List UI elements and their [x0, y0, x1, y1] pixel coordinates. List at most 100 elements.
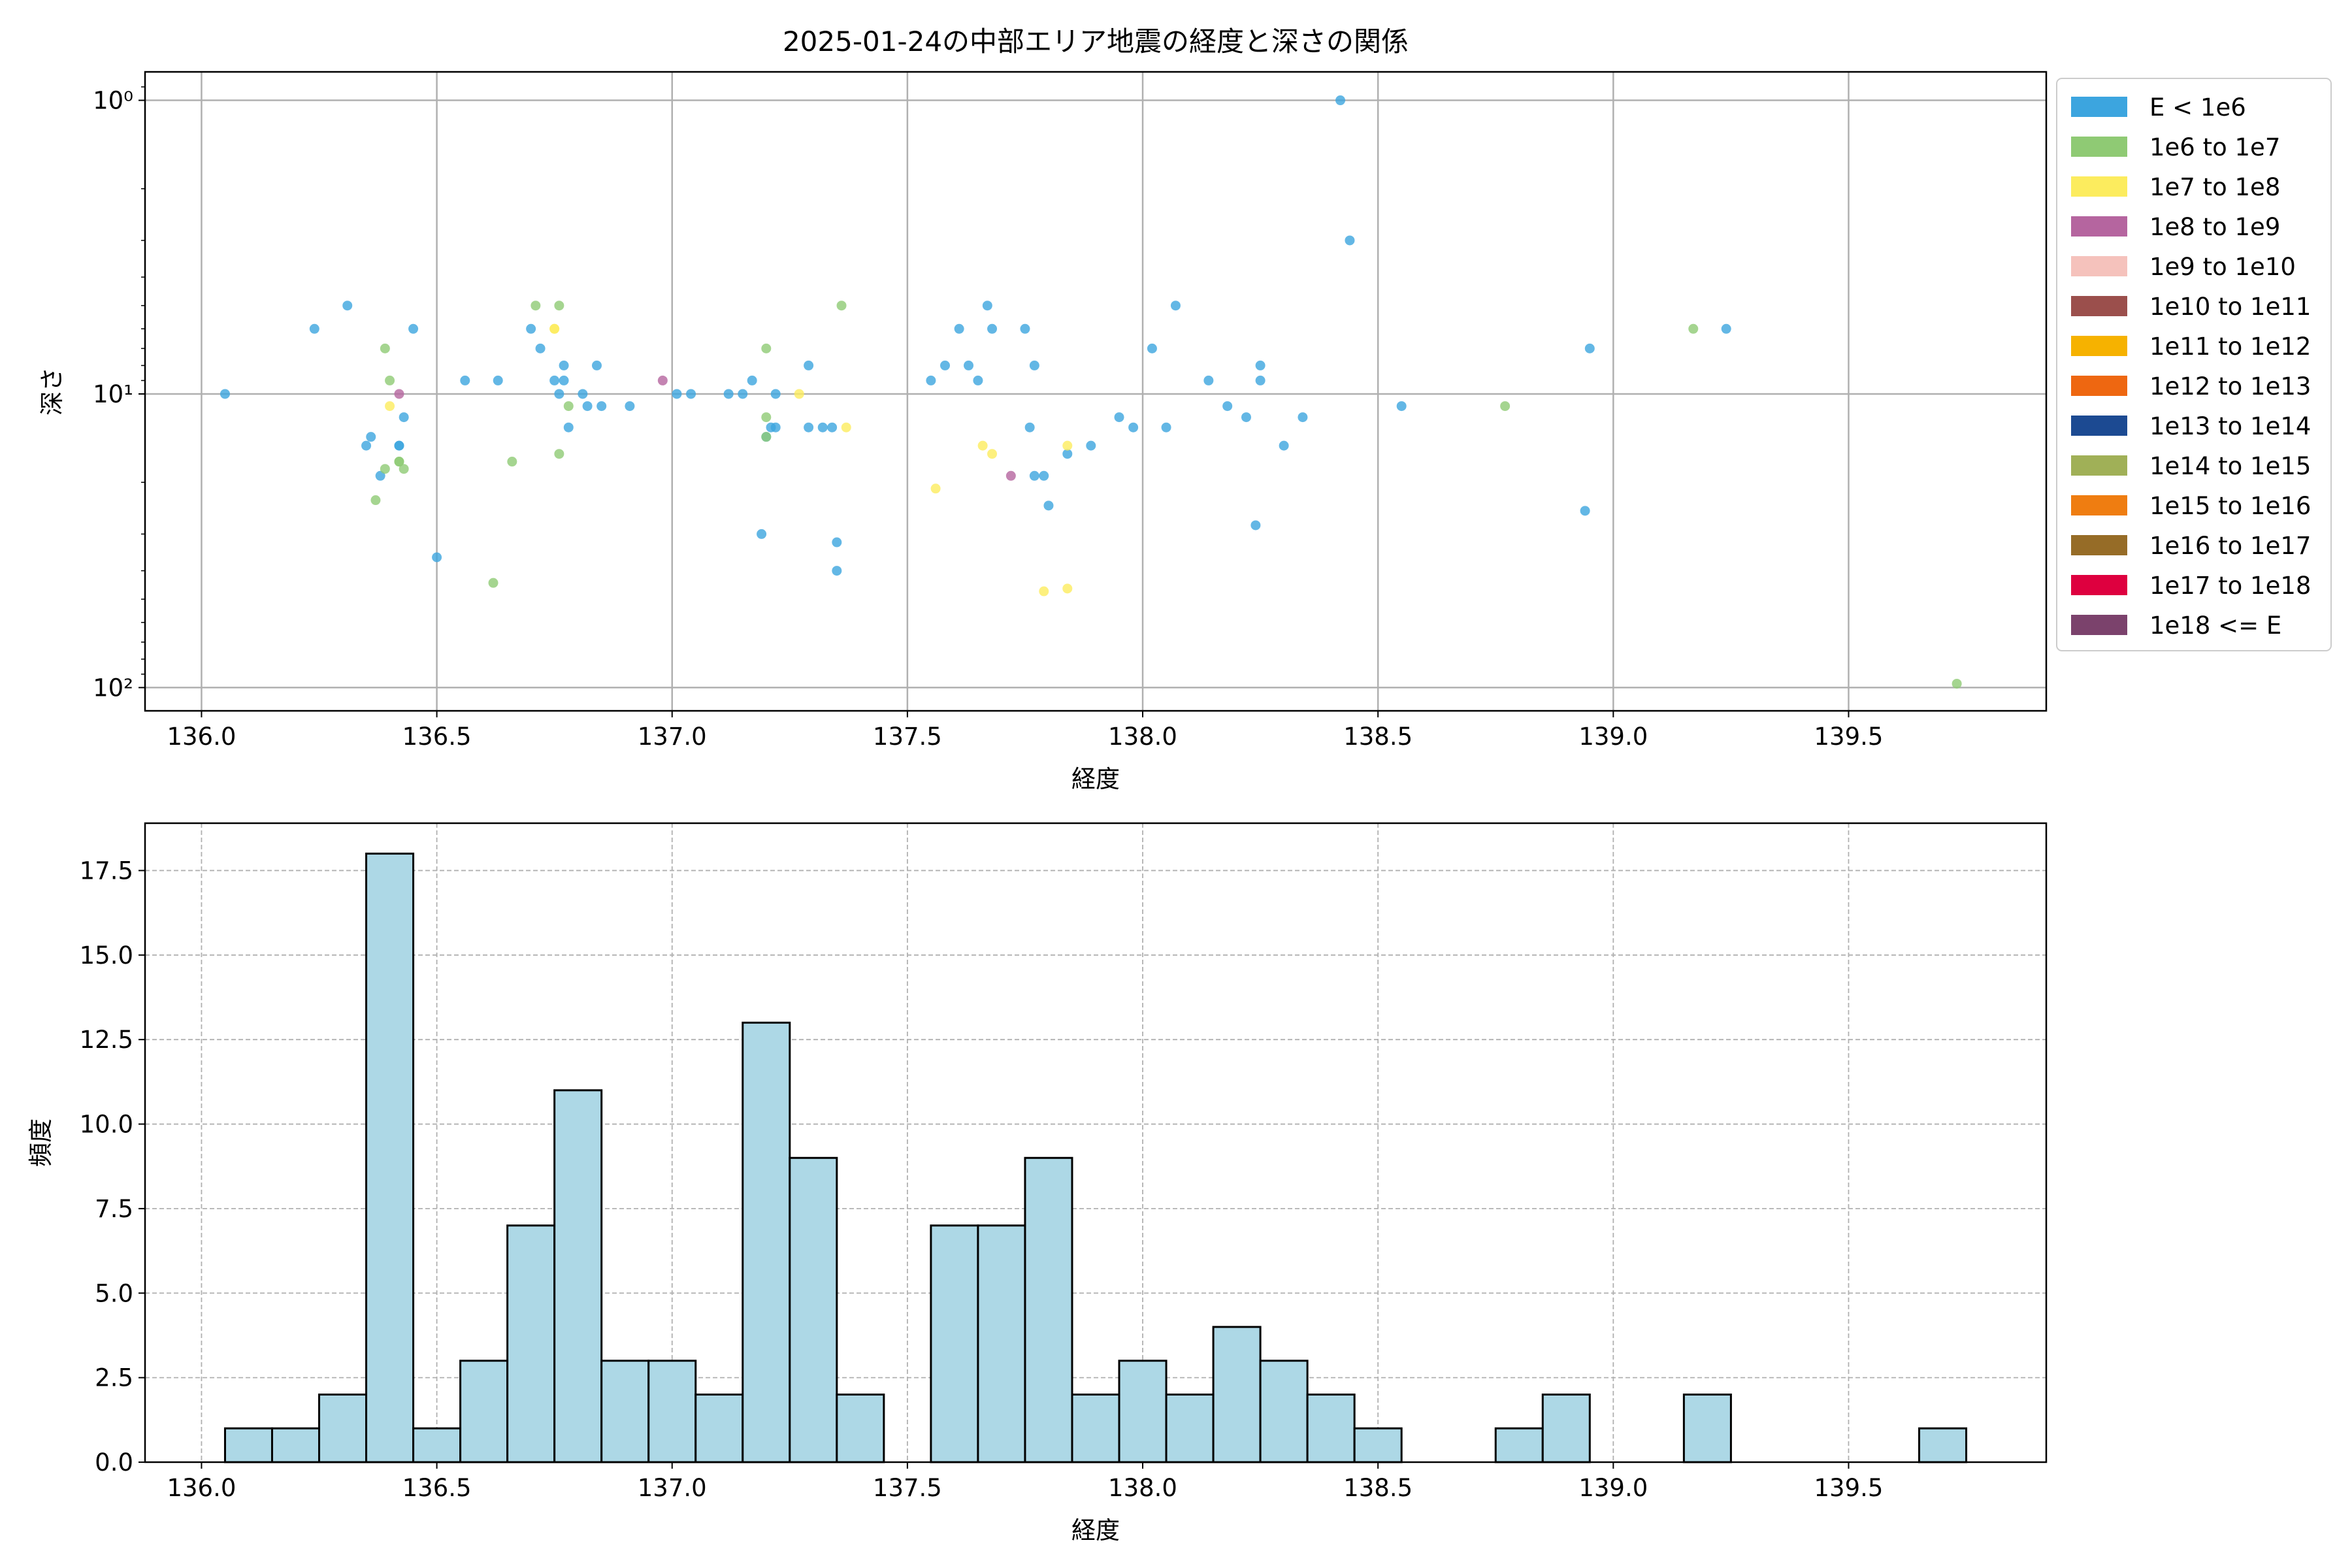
scatter-point [1584, 343, 1595, 353]
histogram-x-ticks: 136.0 136.5 137.0 137.5 138.0 138.5 139.0 139.5 [167, 1462, 1883, 1502]
scatter-point [804, 360, 814, 370]
histogram-bar [1024, 1156, 1073, 1463]
scatter-point [385, 401, 395, 412]
legend-label: 1e15 to 1e16 [2149, 492, 2311, 520]
scatter-point [385, 375, 395, 385]
scatter-point [770, 422, 781, 433]
scatter-point [1062, 449, 1073, 459]
scatter-point [1086, 440, 1096, 451]
scatter-point [761, 412, 772, 423]
scatter-grid [145, 72, 2046, 711]
legend-label: 1e6 to 1e7 [2149, 133, 2280, 161]
legend: E < 1e6 1e6 to 1e7 1e7 to 1e8 1e8 to 1e9 1e9… [2056, 78, 2332, 651]
scatter-point [982, 301, 992, 311]
scatter-point [578, 389, 588, 399]
histogram-bar [506, 1224, 556, 1463]
legend-label: 1e18 <= E [2149, 612, 2281, 640]
scatter-point [1279, 440, 1289, 451]
legend-swatch [2071, 535, 2127, 555]
scatter-point [770, 389, 781, 399]
legend-label: 1e10 to 1e11 [2149, 293, 2311, 321]
scatter-point [1128, 422, 1139, 433]
scatter-point [686, 389, 696, 399]
scatter-point [1024, 422, 1035, 433]
histogram-bar [789, 1156, 838, 1463]
legend-label: 1e8 to 1e9 [2149, 213, 2280, 241]
scatter-point [804, 422, 814, 433]
scatter-point [827, 422, 838, 433]
scatter-point [549, 375, 560, 385]
histogram-panel: 136.0 136.5 137.0 137.5 138.0 138.5 139.0 139.5… [27, 822, 2048, 1544]
histogram-bar [1212, 1326, 1262, 1463]
histogram-bar [694, 1394, 744, 1463]
histogram-x-tick-label: 136.0 [167, 1474, 236, 1502]
legend-swatch [2071, 615, 2127, 635]
legend-label: 1e11 to 1e12 [2149, 333, 2311, 361]
legend-label: 1e17 to 1e18 [2149, 572, 2311, 600]
histogram-bar [1165, 1394, 1215, 1463]
scatter-point [723, 389, 734, 399]
histogram-bar [1682, 1394, 1732, 1463]
scatter-point [1250, 520, 1261, 531]
histogram-bar [553, 1089, 603, 1463]
scatter-y-tick-label: 10⁰ [93, 87, 133, 115]
scatter-point [1500, 401, 1511, 412]
scatter-x-tick-label: 136.5 [402, 723, 472, 751]
scatter-point [1005, 470, 1016, 481]
scatter-point [761, 343, 772, 353]
histogram-bar [647, 1360, 697, 1463]
scatter-point [394, 440, 404, 451]
scatter-point [1029, 470, 1039, 481]
scatter-x-tick-label: 136.0 [167, 723, 236, 751]
legend-label: 1e12 to 1e13 [2149, 372, 2311, 400]
scatter-y-tick-label: 10¹ [93, 380, 133, 408]
histogram-bar [930, 1224, 979, 1463]
histogram-x-tick-label: 139.5 [1814, 1474, 1884, 1502]
scatter-point [954, 323, 964, 334]
scatter-y-tick-label: 10² [93, 674, 133, 702]
scatter-point [531, 301, 541, 311]
scatter-x-tick-label: 137.0 [638, 723, 707, 751]
histogram-bar [742, 1021, 791, 1463]
legend-swatch [2071, 256, 2127, 276]
scatter-point [559, 360, 569, 370]
legend-swatch [2071, 336, 2127, 356]
scatter-point [559, 375, 569, 385]
scatter-point [841, 422, 851, 433]
scatter-point [930, 483, 941, 494]
scatter-x-tick-label: 138.5 [1343, 723, 1413, 751]
chart-title: 2025-01-24の中部エリア地震の経度と深さの関係 [783, 25, 1409, 57]
scatter-point [926, 375, 936, 385]
scatter-x-tick-label: 139.5 [1814, 723, 1884, 751]
scatter-x-tick-label: 137.5 [873, 723, 942, 751]
scatter-point [1688, 323, 1699, 334]
scatter-point [940, 360, 951, 370]
scatter-point [1114, 412, 1124, 423]
scatter-point [832, 537, 842, 547]
scatter-point [366, 432, 376, 442]
histogram-bar [977, 1224, 1026, 1463]
scatter-point [1952, 678, 1962, 689]
histogram-bars [223, 853, 1968, 1463]
scatter-point [1255, 375, 1266, 385]
scatter-point [361, 440, 372, 451]
scatter-panel: 136.0 136.5 137.0 137.5 138.0 138.5 139.0 139.5… [38, 71, 2048, 793]
scatter-point [460, 375, 470, 385]
scatter-point [591, 360, 602, 370]
scatter-point [1203, 375, 1214, 385]
scatter-point [761, 432, 772, 442]
scatter-point [370, 495, 381, 506]
scatter-point [596, 401, 607, 412]
scatter-point [987, 323, 998, 334]
histogram-bar [459, 1360, 509, 1463]
histogram-bar [836, 1394, 885, 1463]
histogram-x-tick-label: 138.0 [1108, 1474, 1177, 1502]
scatter-y-axis-label: 深さ [38, 367, 66, 416]
histogram-y-tick-label: 17.5 [80, 857, 133, 885]
histogram-bar [412, 1427, 462, 1463]
scatter-point [493, 375, 503, 385]
histogram-bar [1306, 1394, 1356, 1463]
scatter-point [1721, 323, 1731, 334]
histogram-bar [223, 1427, 273, 1463]
